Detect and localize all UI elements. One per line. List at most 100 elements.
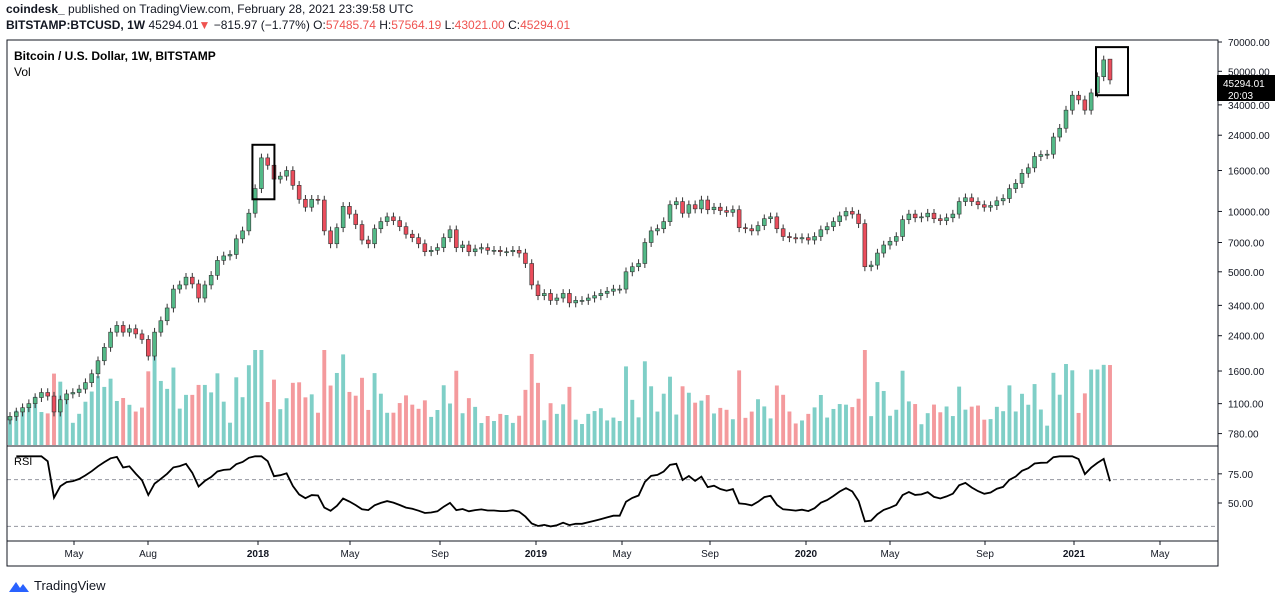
candle-body (1063, 109, 1069, 129)
volume-bar (96, 376, 100, 445)
candle-body (774, 216, 780, 230)
candle-body (240, 230, 245, 240)
volume-bar (906, 401, 911, 445)
volume-bar (611, 417, 616, 445)
volume-bar (686, 392, 691, 445)
candle-body (749, 228, 754, 232)
volume-bar (781, 394, 786, 445)
candle-body (988, 205, 993, 208)
volume-bar (1045, 425, 1050, 445)
volume-bar (284, 398, 289, 445)
candle-body (799, 237, 805, 240)
candle-body (491, 250, 497, 252)
down-arrow-icon: ▼ (198, 18, 211, 32)
volume-bar (617, 421, 622, 445)
candle-body (824, 226, 830, 231)
candle-body (303, 198, 308, 208)
volume-bar (749, 411, 754, 445)
volume-bar (202, 384, 207, 445)
candle-body (108, 331, 113, 348)
candle-body (359, 224, 365, 241)
low-value: 43021.00 (454, 18, 505, 32)
volume-bar (466, 398, 471, 445)
candle-body (322, 199, 327, 232)
volume-bar (894, 409, 899, 445)
candle-body (900, 219, 905, 237)
published-text: published on TradingView.com, February 2… (68, 2, 414, 16)
volume-bar (806, 413, 811, 445)
volume-bar (932, 404, 936, 445)
time-tick-label: May (613, 549, 632, 560)
price-tick-label: 10000.00 (1228, 207, 1270, 218)
candle-body (542, 293, 547, 296)
chart-frame (6, 39, 1219, 567)
candle-body (265, 157, 270, 166)
volume-bar (253, 350, 258, 445)
candle-body (70, 392, 76, 395)
volume-bar (479, 423, 484, 445)
high-value: 57564.19 (391, 18, 442, 32)
volume-bar (1064, 364, 1068, 445)
candle-body (146, 339, 151, 357)
candle-body (64, 393, 69, 401)
volume-bar (523, 389, 528, 445)
candle-body (969, 197, 974, 202)
volume-bar (102, 386, 107, 445)
volume-bar (108, 378, 113, 445)
volume-bar (580, 424, 584, 445)
candle-body (221, 255, 226, 261)
open-value: 57485.74 (325, 18, 376, 32)
volume-bar (510, 422, 515, 445)
volume-bar (1070, 370, 1075, 445)
volume-bar (33, 396, 38, 445)
candle-body (353, 213, 358, 225)
last-price: 45294.01 (148, 18, 199, 32)
volume-bar (448, 403, 452, 445)
candle-body (567, 293, 572, 304)
candle-body (347, 206, 352, 215)
volume-bar (14, 410, 19, 445)
candle-body (630, 266, 635, 273)
volume-bar (818, 394, 823, 445)
volume-bar (391, 412, 396, 445)
candle-body (127, 328, 132, 333)
volume-bar (881, 390, 886, 445)
volume-bar (209, 392, 214, 445)
volume-bar (642, 361, 647, 445)
price-tick-label: 7000.00 (1228, 239, 1265, 250)
volume-bar (699, 400, 704, 445)
candle-body (51, 395, 57, 413)
candle-body (460, 244, 465, 248)
candle-body (1044, 153, 1050, 156)
volume-bar (875, 382, 880, 445)
candle-body (340, 206, 346, 228)
candle-body (611, 288, 616, 292)
candle-body (428, 250, 434, 252)
candle-body (806, 237, 811, 241)
candle-body (1019, 172, 1025, 184)
volume-bar (900, 370, 905, 445)
candle-body (680, 201, 685, 214)
footer-brand[interactable]: TradingView (34, 578, 106, 593)
volume-bar (171, 367, 176, 445)
candle-body (102, 347, 107, 362)
time-tick-label: 2018 (247, 549, 270, 560)
publisher-name[interactable]: coindesk_ (6, 2, 65, 16)
volume-bar (787, 411, 792, 445)
candle-body (617, 288, 622, 291)
candle-body (843, 211, 849, 217)
candle-body (919, 216, 924, 219)
candle-body (516, 250, 522, 254)
volume-bar (1095, 369, 1100, 445)
volume-bar (127, 404, 132, 445)
candle-body (372, 228, 377, 245)
volume-bar (121, 397, 126, 445)
volume-bar (850, 407, 855, 445)
volume-bar (567, 386, 572, 445)
symbol-label: BITSTAMP:BTCUSD, 1W (6, 18, 146, 32)
volume-bar (1013, 411, 1018, 445)
volume-bar (762, 406, 767, 445)
candle-body (1000, 198, 1006, 202)
volume-bar (554, 413, 559, 445)
